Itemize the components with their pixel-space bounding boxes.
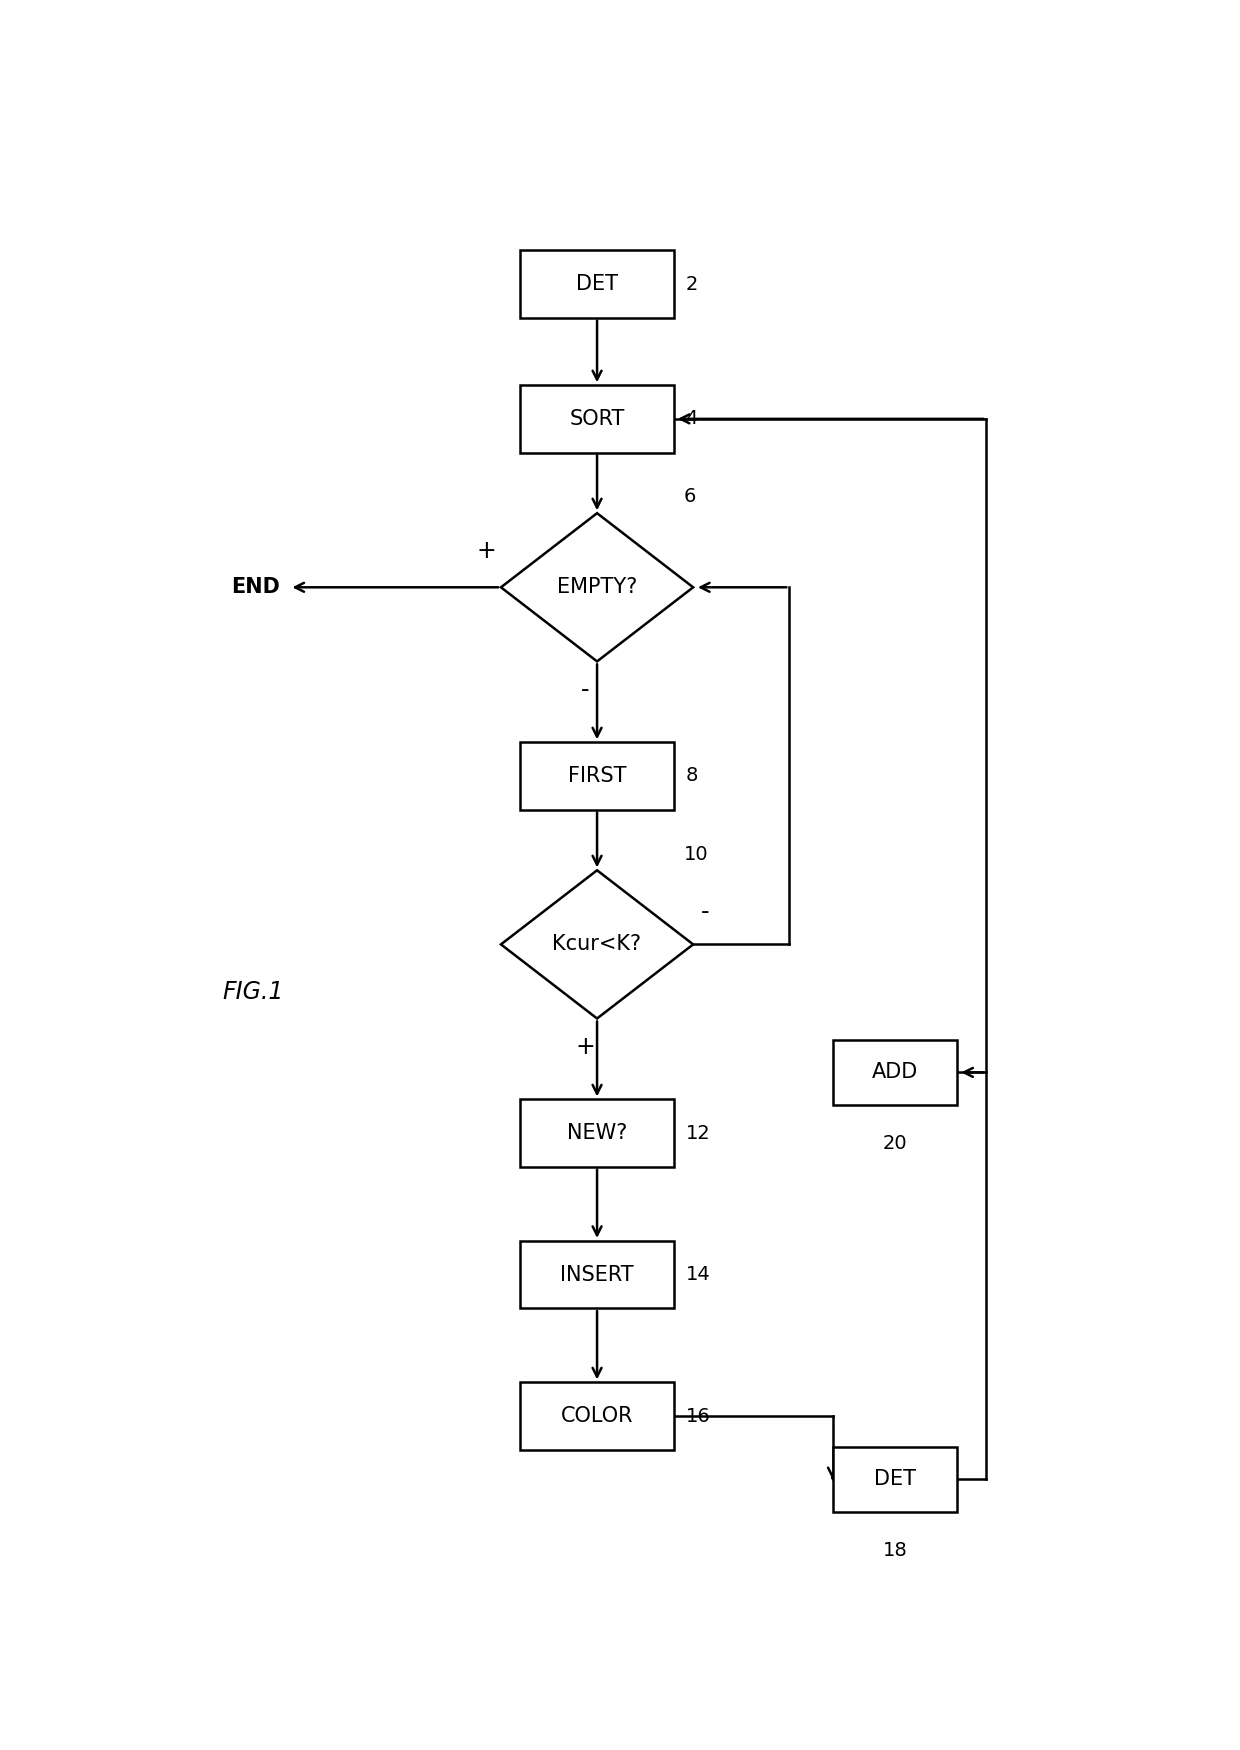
Text: SORT: SORT: [569, 410, 625, 429]
FancyBboxPatch shape: [521, 1099, 675, 1167]
FancyBboxPatch shape: [521, 742, 675, 810]
Text: EMPTY?: EMPTY?: [557, 578, 637, 597]
Text: -: -: [582, 677, 590, 702]
Text: 20: 20: [883, 1134, 908, 1153]
Text: FIRST: FIRST: [568, 766, 626, 786]
FancyBboxPatch shape: [521, 385, 675, 453]
Text: END: END: [231, 578, 280, 597]
FancyBboxPatch shape: [521, 250, 675, 318]
FancyBboxPatch shape: [521, 1382, 675, 1449]
Text: 6: 6: [683, 488, 696, 506]
Text: +: +: [476, 539, 496, 564]
Text: 2: 2: [686, 275, 698, 294]
Text: NEW?: NEW?: [567, 1124, 627, 1143]
Text: FIG.1: FIG.1: [222, 980, 284, 1003]
Text: 10: 10: [683, 845, 708, 863]
Text: 8: 8: [686, 766, 698, 786]
Text: 16: 16: [686, 1407, 711, 1426]
Text: INSERT: INSERT: [560, 1265, 634, 1284]
FancyBboxPatch shape: [832, 1447, 957, 1512]
Text: DET: DET: [577, 275, 618, 294]
Text: 18: 18: [883, 1542, 908, 1561]
Polygon shape: [501, 870, 693, 1018]
FancyBboxPatch shape: [832, 1040, 957, 1104]
Text: 12: 12: [686, 1124, 711, 1143]
Text: Kcur<K?: Kcur<K?: [553, 934, 641, 954]
Text: 4: 4: [686, 410, 698, 429]
Text: +: +: [575, 1034, 595, 1059]
Text: 14: 14: [686, 1265, 711, 1284]
Text: ADD: ADD: [872, 1062, 918, 1083]
Text: DET: DET: [874, 1470, 916, 1489]
FancyBboxPatch shape: [521, 1241, 675, 1309]
Text: -: -: [701, 900, 709, 924]
Text: COLOR: COLOR: [560, 1405, 634, 1426]
Polygon shape: [501, 513, 693, 662]
